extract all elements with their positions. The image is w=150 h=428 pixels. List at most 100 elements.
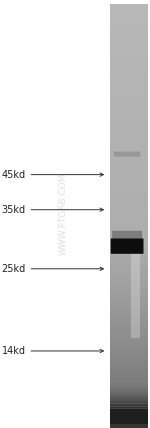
Bar [110,168,148,169]
Bar [110,396,148,397]
Bar [110,109,148,110]
Text: 45kd: 45kd [2,169,103,180]
Bar [110,6,148,7]
Bar [110,238,148,239]
Bar [110,68,148,70]
Bar [110,320,148,322]
Bar [110,127,148,129]
Bar [110,165,148,166]
Bar [110,422,148,424]
Bar [110,148,148,150]
Bar [110,326,148,327]
Bar [110,260,148,262]
Bar [110,389,148,391]
Bar [110,366,148,368]
Bar [110,333,148,334]
Bar [110,406,148,407]
Bar [110,232,148,234]
Bar [110,281,148,282]
Bar [110,241,148,242]
Bar [110,319,148,320]
Bar [110,273,148,274]
Bar [110,345,148,347]
Bar [110,337,148,339]
Bar [110,70,148,71]
Bar [110,413,148,414]
Bar [110,343,148,344]
Bar [110,295,148,297]
Bar [110,407,148,409]
Bar [110,414,148,415]
Bar [110,81,148,83]
Bar [110,263,148,265]
Bar [110,48,148,49]
Bar [110,289,148,291]
Bar [110,157,148,158]
Bar [110,262,148,263]
Bar [110,119,148,120]
Bar [110,330,148,331]
Bar [110,403,148,404]
Bar [110,391,148,392]
Bar [110,310,148,312]
Bar [110,83,148,84]
Bar [110,57,148,59]
Bar [110,115,148,116]
Bar [110,199,148,200]
Bar [110,421,148,422]
Bar [110,194,148,196]
Bar [110,187,148,189]
Bar [110,28,148,30]
Bar [110,94,148,95]
Bar [110,316,148,318]
Bar [110,327,148,329]
Bar [110,407,148,408]
Bar [110,84,148,86]
Bar [110,288,148,289]
Bar [110,203,148,204]
Bar [110,387,148,389]
Text: 35kd: 35kd [2,205,103,215]
Bar [110,64,148,66]
Bar [110,182,148,183]
Bar [110,399,148,401]
Bar [110,287,148,288]
Bar [110,350,148,351]
Bar [110,305,148,306]
Bar [110,376,148,377]
Bar [110,247,148,249]
Bar [110,59,148,60]
Bar [110,397,148,398]
Bar [110,253,148,255]
Bar [110,379,148,380]
Bar [110,364,148,365]
Bar [110,313,148,315]
Bar [110,380,148,382]
Bar [110,196,148,197]
Bar [110,340,148,341]
Bar [110,211,148,213]
Bar [110,223,148,224]
Bar [110,405,148,407]
Bar [131,244,140,338]
Bar [110,67,148,68]
Bar [110,13,148,14]
Bar [110,221,148,223]
Text: 25kd: 25kd [2,264,103,274]
Bar [110,244,148,245]
Bar [110,354,148,355]
Bar [110,292,148,294]
Bar [110,73,148,74]
Text: 14kd: 14kd [2,346,103,356]
Bar [110,102,148,104]
Bar [110,178,148,179]
Bar [110,306,148,308]
Bar [110,236,148,238]
Bar [110,143,148,144]
Bar [110,27,148,28]
Bar [110,116,148,118]
Bar [110,63,148,65]
Bar [110,78,148,80]
Bar [110,108,148,109]
Bar [110,385,148,386]
